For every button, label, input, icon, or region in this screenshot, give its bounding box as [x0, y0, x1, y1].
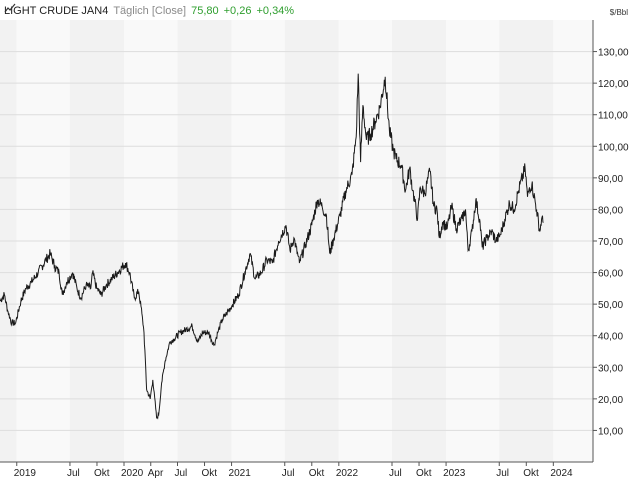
x-axis-ticks: 2019 Jul Okt 2020 Apr Jul Okt 2021 Jul Okt 2022 Jul…	[14, 462, 573, 479]
y-tick-label: 50,00	[598, 300, 623, 311]
price-change-percent: +0,34%	[256, 5, 295, 17]
x-tick-label: 2019	[14, 468, 37, 479]
x-tick-label: Jul	[496, 468, 509, 479]
period-label: Täglich [Close]	[113, 5, 187, 17]
chart-header: LIGHT CRUDE JAN4 Täglich [Close] 75,80 +…	[4, 2, 298, 20]
line-chart-icon	[4, 3, 16, 13]
y-tick-label: 90,00	[598, 174, 623, 185]
y-tick-label: 70,00	[598, 237, 623, 248]
x-tick-label: Okt	[416, 468, 432, 479]
x-tick-label: 2024	[550, 468, 573, 479]
instrument-title: LIGHT CRUDE JAN4	[4, 5, 109, 17]
y-axis-ticks: 10,00 20,00 30,00 40,00 50,00 60,00 70,00 80,00…	[593, 48, 629, 437]
x-tick-label: Okt	[202, 468, 218, 479]
x-tick-label: Okt	[94, 468, 110, 479]
y-tick-label: 40,00	[598, 332, 623, 343]
y-tick-label: 120,00	[598, 79, 629, 90]
last-price: 75,80	[191, 5, 219, 17]
x-tick-label: Okt	[309, 468, 325, 479]
y-tick-label: 100,00	[598, 142, 629, 153]
x-tick-label: Jul	[67, 468, 80, 479]
y-tick-label: 30,00	[598, 363, 623, 374]
grid-lines	[0, 51, 593, 431]
y-tick-label: 130,00	[598, 48, 629, 59]
y-tick-label: 110,00	[598, 111, 628, 122]
x-tick-label: 2020	[121, 468, 144, 479]
price-change: +0,26	[223, 5, 252, 17]
price-line	[0, 73, 544, 420]
x-tick-label: 2021	[229, 468, 252, 479]
x-tick-label: 2022	[336, 468, 359, 479]
x-tick-label: 2023	[443, 468, 466, 479]
y-tick-label: 10,00	[598, 426, 623, 437]
unit-label: $/Bbl	[609, 8, 628, 17]
y-tick-label: 80,00	[598, 205, 623, 216]
x-tick-label: Okt	[523, 468, 539, 479]
x-tick-label: Jul	[174, 468, 187, 479]
x-tick-label: Jul	[282, 468, 295, 479]
x-tick-label: Jul	[389, 468, 402, 479]
x-tick-label: Apr	[148, 468, 164, 479]
y-tick-label: 20,00	[598, 395, 623, 406]
y-tick-label: 60,00	[598, 269, 623, 280]
